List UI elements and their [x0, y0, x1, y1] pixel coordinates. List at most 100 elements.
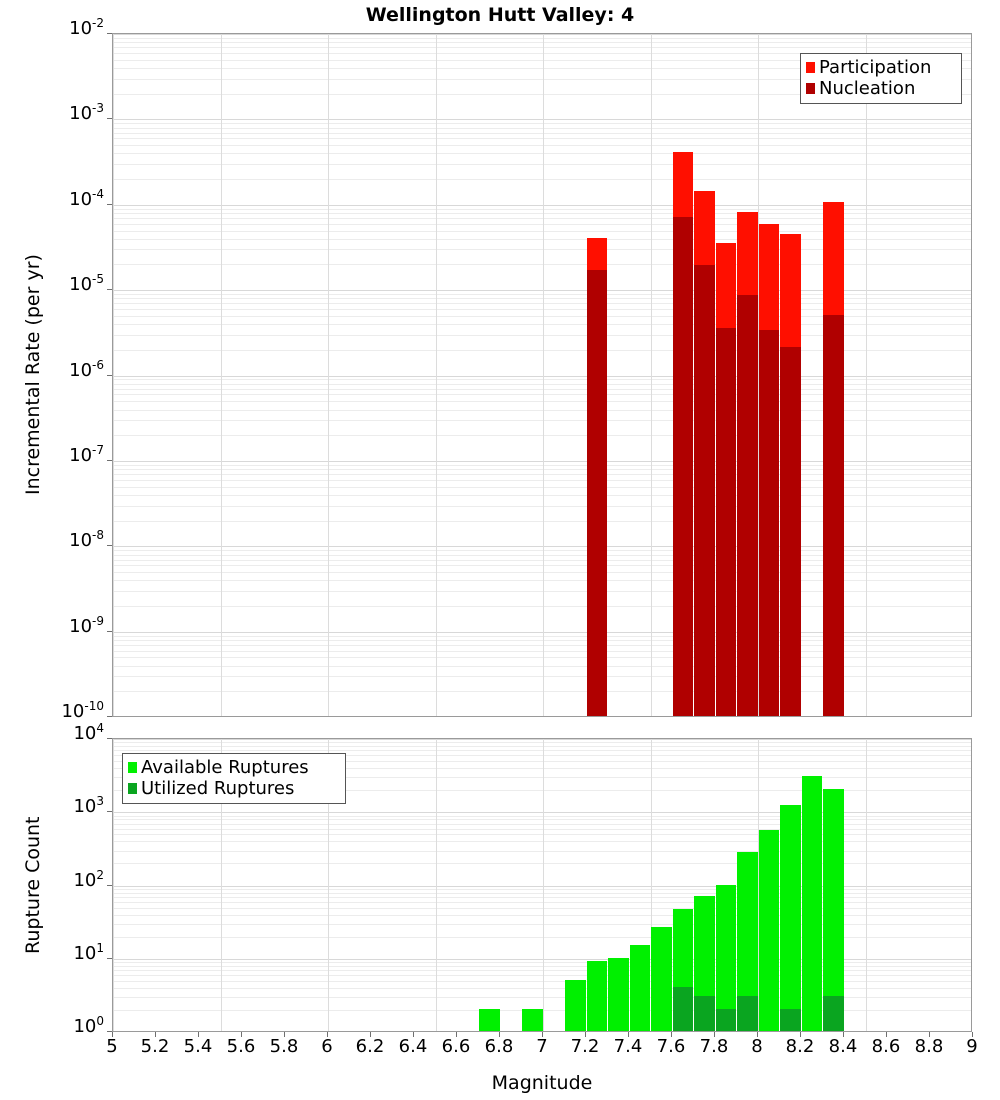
legend-entry-available-ruptures: Available Ruptures: [128, 757, 339, 778]
y-tick-mark: [107, 884, 112, 886]
bar-segment-available-ruptures: [522, 1008, 543, 1031]
gridline-y: [113, 997, 971, 999]
participation-swatch-icon: [806, 62, 815, 74]
gridline-x: [650, 739, 652, 1031]
bar: [672, 34, 693, 716]
y-tick-label: 10-7: [69, 442, 104, 466]
bar-segment-nucleation: [715, 328, 736, 716]
gridline-y: [113, 892, 971, 894]
gridline-y: [113, 179, 971, 180]
gridline-y: [113, 204, 971, 206]
bar-segment-nucleation: [823, 314, 844, 716]
x-tick-mark: [757, 1032, 758, 1037]
y-tick-label: 103: [73, 794, 104, 818]
gridline-y: [113, 559, 971, 561]
gridline-y: [113, 819, 971, 821]
bar: [758, 739, 779, 1031]
y-tick-mark: [107, 203, 112, 205]
x-tick-label: 6.6: [441, 1036, 471, 1057]
x-tick-label: 5.2: [140, 1036, 170, 1057]
x-tick-mark: [284, 1032, 285, 1037]
gridline-x: [435, 34, 437, 716]
gridline-y: [113, 896, 971, 898]
bar: [715, 34, 736, 716]
bar: [801, 739, 822, 1031]
x-tick-label: 9: [966, 1036, 978, 1057]
gridline-y: [113, 605, 971, 607]
bar: [608, 739, 629, 1031]
legend-entry-participation: Participation: [806, 57, 955, 78]
gridline-y: [113, 907, 971, 909]
x-tick-mark: [327, 1032, 328, 1037]
gridline-y: [113, 691, 971, 693]
bar-segment-nucleation: [780, 347, 801, 716]
gridline-y: [113, 790, 971, 792]
gridline-x: [650, 34, 652, 716]
gridline-y: [113, 639, 971, 641]
x-tick-label: 5: [106, 1036, 118, 1057]
gridline-y: [113, 298, 971, 300]
y-tick-mark: [107, 1031, 112, 1032]
gridline-y: [113, 936, 971, 938]
gridline-y: [113, 901, 971, 903]
gridline-y: [113, 420, 971, 422]
gridline-y: [113, 394, 971, 396]
gridline-y: [113, 294, 971, 295]
gridline-y: [113, 546, 971, 548]
gridline-y: [113, 375, 971, 377]
bar: [694, 739, 715, 1031]
y-tick-mark: [107, 738, 112, 739]
y-tick-label: 104: [73, 721, 104, 744]
legend-label-participation: Participation: [819, 57, 932, 78]
bar: [694, 34, 715, 716]
gridline-x: [328, 34, 329, 716]
gridline-x: [435, 739, 437, 1031]
gridline-y: [113, 474, 971, 476]
gridline-y: [113, 812, 971, 814]
x-tick-label: 7: [536, 1036, 548, 1057]
x-tick-mark: [972, 1032, 973, 1037]
gridline-y: [113, 223, 971, 225]
gridline-y: [113, 303, 971, 305]
bar-segment-available-ruptures: [629, 944, 650, 1031]
y-tick-label: 10-8: [69, 528, 104, 552]
gridline-y: [113, 750, 971, 752]
gridline-y: [113, 93, 971, 95]
bar-segment-utilized-ruptures: [780, 1008, 801, 1031]
bar-segment-nucleation: [737, 295, 758, 716]
utilized-ruptures-swatch-icon: [128, 783, 137, 795]
x-tick-label: 5.8: [269, 1036, 299, 1057]
gridline-y: [113, 644, 971, 646]
gridline-y: [113, 888, 971, 890]
gridline-y: [113, 290, 971, 292]
gridline-y: [113, 777, 971, 779]
gridline-y: [113, 138, 971, 140]
x-tick-label: 8.6: [871, 1036, 901, 1057]
gridline-y: [113, 863, 971, 865]
bar: [586, 34, 607, 716]
legend-entry-nucleation: Nucleation: [806, 78, 955, 99]
gridline-y: [113, 962, 971, 964]
gridline-x: [328, 739, 329, 1031]
x-tick-mark: [714, 1032, 715, 1037]
page-title: Wellington Hutt Valley: 4: [365, 4, 635, 26]
gridline-y: [113, 631, 971, 633]
gridline-x: [113, 739, 114, 1031]
gridline-y: [113, 42, 971, 44]
gridline-y: [113, 409, 971, 411]
bar: [586, 739, 607, 1031]
x-tick-mark: [886, 1032, 887, 1037]
gridline-y: [113, 52, 971, 54]
gridline-y: [113, 37, 971, 39]
gridline-y: [113, 59, 971, 61]
x-tick-label: 8.8: [914, 1036, 944, 1057]
x-tick-mark: [628, 1032, 629, 1037]
gridline-y: [113, 264, 971, 266]
gridline-y: [113, 755, 971, 757]
gridline-y: [113, 309, 971, 311]
y-tick-label: 102: [73, 867, 104, 891]
gridline-y: [113, 590, 971, 592]
x-tick-mark: [241, 1032, 242, 1037]
gridline-y: [113, 334, 971, 336]
